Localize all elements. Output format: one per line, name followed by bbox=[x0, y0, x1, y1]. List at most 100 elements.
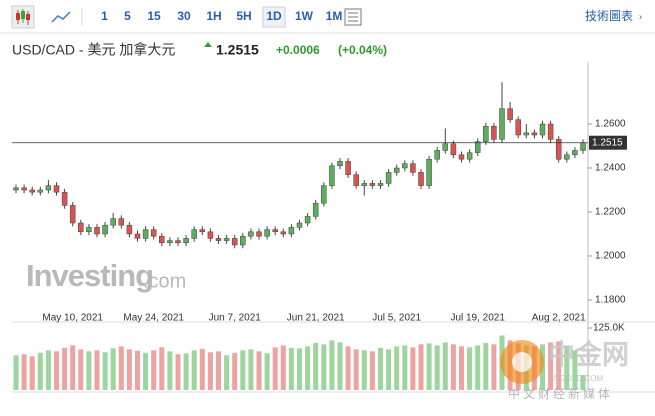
candle-body bbox=[450, 143, 457, 156]
volume-bar bbox=[491, 344, 497, 390]
y-tick-label: 1.2200 bbox=[595, 207, 626, 218]
volume-bar bbox=[394, 346, 400, 390]
volume-bar bbox=[580, 375, 586, 390]
interval-button[interactable]: 15 bbox=[147, 9, 161, 23]
volume-bar bbox=[450, 344, 456, 390]
interval-button[interactable]: 5 bbox=[124, 9, 131, 23]
volume-bar bbox=[297, 348, 302, 390]
volume-bar bbox=[86, 351, 92, 390]
candle-body bbox=[369, 183, 376, 186]
candle-body bbox=[118, 218, 125, 226]
candle-body bbox=[402, 163, 408, 169]
volume-bar bbox=[329, 340, 335, 390]
volume-bar bbox=[248, 349, 254, 390]
y-tick-label: 1.2400 bbox=[595, 163, 626, 174]
candle-body bbox=[53, 185, 60, 193]
up-arrow bbox=[204, 42, 212, 47]
candle-body bbox=[491, 125, 497, 140]
candle-body bbox=[13, 187, 19, 191]
chart-link[interactable]: 技術圖表 bbox=[585, 9, 633, 23]
candle-body bbox=[466, 152, 473, 160]
candle-body bbox=[264, 229, 270, 237]
plot-area: 1.1800 1.2000 1.2200 1.2400 1.2600 125.0K May … bbox=[12, 62, 655, 393]
candle-body bbox=[361, 183, 368, 186]
volume-bar bbox=[410, 347, 416, 390]
candle-body bbox=[531, 132, 538, 136]
interval-button[interactable]: 1H bbox=[206, 9, 221, 23]
volume-bar bbox=[564, 345, 570, 390]
watermark-site-name: 中金网 bbox=[548, 339, 629, 370]
volume-bar bbox=[151, 350, 157, 390]
volume-bar bbox=[37, 352, 43, 390]
change: +0.0006 bbox=[276, 43, 320, 57]
volume-bar bbox=[572, 350, 578, 390]
line-icon[interactable] bbox=[51, 11, 71, 23]
interval-button[interactable]: 1D bbox=[266, 9, 282, 23]
candle-body bbox=[507, 108, 513, 120]
volume-bar bbox=[216, 351, 221, 390]
interval-button[interactable]: 1M bbox=[326, 9, 343, 23]
interval-group: 1 5 15 30 1H 5H 1D 1W 1M bbox=[101, 6, 343, 28]
volume-bar bbox=[183, 353, 189, 390]
candle-body bbox=[45, 185, 52, 191]
candle-body bbox=[102, 224, 108, 235]
candle-body bbox=[94, 227, 100, 235]
candle-body bbox=[418, 172, 424, 186]
volume-bar bbox=[442, 342, 448, 390]
volume-bar bbox=[280, 345, 286, 390]
volume-bar bbox=[313, 342, 319, 390]
candle-body bbox=[337, 161, 343, 167]
volume-bar bbox=[126, 349, 132, 390]
volume-tick-label: 125.0K bbox=[593, 323, 625, 334]
interval-button[interactable]: 1 bbox=[101, 9, 108, 23]
interval-button[interactable]: 5H bbox=[236, 9, 251, 23]
chart-link-arrow[interactable]: › bbox=[639, 11, 642, 21]
volume-bar bbox=[459, 346, 464, 390]
candle-body bbox=[110, 218, 116, 226]
volume-bar bbox=[143, 352, 149, 390]
x-tick-label: Jul 5, 2021 bbox=[372, 313, 421, 324]
candle-body bbox=[304, 216, 311, 224]
volume-bar bbox=[548, 342, 554, 390]
candle-body bbox=[134, 233, 141, 239]
volume-bar bbox=[256, 351, 262, 390]
volume-bar bbox=[305, 346, 311, 390]
candle-body bbox=[572, 150, 578, 156]
x-tick-label: Jul 19, 2021 bbox=[450, 313, 505, 324]
volume-bar bbox=[378, 347, 383, 390]
candle-body bbox=[183, 238, 189, 244]
candle-body bbox=[191, 229, 197, 239]
interval-active bbox=[262, 6, 286, 28]
candle-body bbox=[434, 150, 440, 160]
volume-bar bbox=[62, 347, 68, 390]
candle-body bbox=[547, 123, 554, 140]
watermark-site-tagline: 中文财经新媒体 bbox=[508, 386, 613, 401]
candle-body bbox=[159, 235, 165, 244]
volume-bar bbox=[426, 343, 432, 390]
volume-bar bbox=[135, 350, 140, 390]
candle-body bbox=[240, 235, 246, 246]
interval-button[interactable]: 1W bbox=[295, 9, 314, 23]
x-tick-label: Aug 2, 2021 bbox=[532, 313, 586, 324]
volume-bar bbox=[556, 341, 562, 390]
candle-body bbox=[385, 172, 392, 184]
candle-body bbox=[296, 222, 303, 228]
candle-body bbox=[207, 231, 214, 239]
symbol: USD/CAD - 美元 加拿大元 bbox=[12, 42, 175, 58]
candle-body bbox=[474, 141, 481, 153]
volume-bar bbox=[175, 354, 181, 390]
volume-bar bbox=[21, 354, 27, 390]
y-tick-label: 1.2000 bbox=[595, 251, 626, 262]
candle-icon[interactable] bbox=[11, 5, 35, 29]
candle-body bbox=[442, 143, 449, 151]
volume-bar bbox=[475, 345, 481, 390]
interval-button[interactable]: 30 bbox=[177, 9, 191, 23]
volume-bar bbox=[78, 349, 84, 390]
candle-body bbox=[345, 161, 351, 175]
volume-bar bbox=[110, 348, 116, 390]
candle-body bbox=[167, 240, 173, 244]
volume-bar bbox=[45, 350, 51, 390]
settings-icon[interactable] bbox=[344, 8, 362, 26]
last-price-box bbox=[589, 135, 627, 150]
candle-body bbox=[272, 229, 278, 233]
